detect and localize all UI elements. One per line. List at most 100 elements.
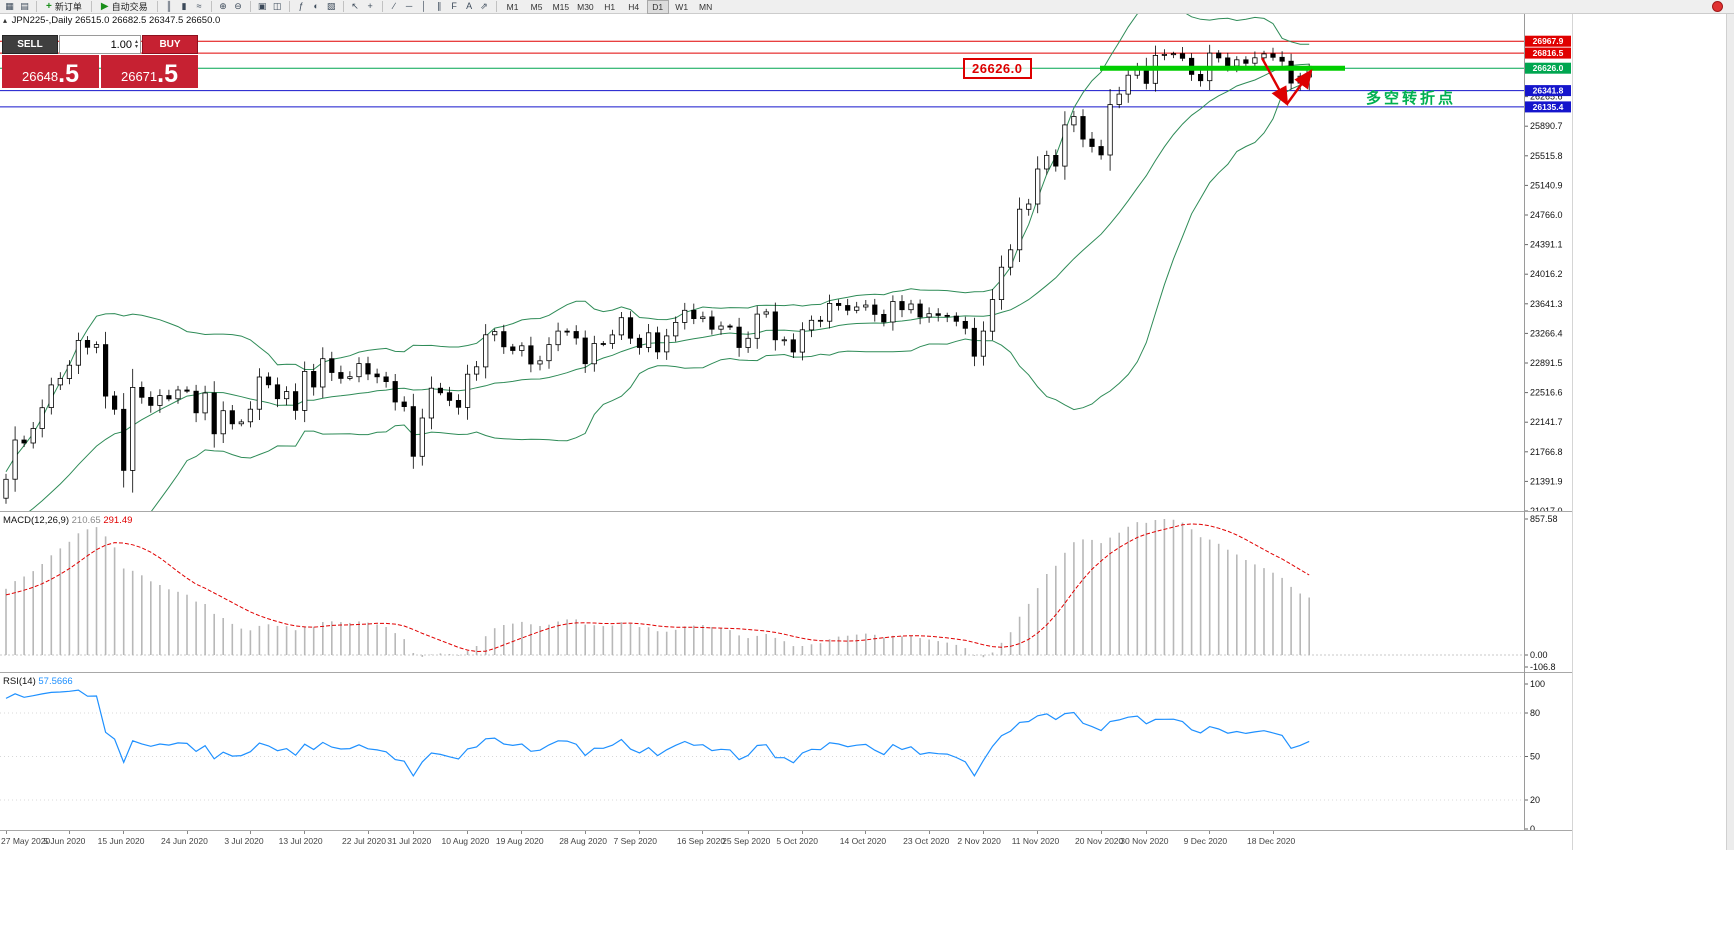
date-tick [1037,831,1039,834]
date-tick [304,831,306,834]
timeframe-M1[interactable]: M1 [506,1,519,12]
toolbar-separator [342,1,344,12]
date-tick [467,831,469,834]
timeframe-M30[interactable]: M30 [577,1,594,12]
toolbar-separator [381,1,383,12]
price-level-badge [1525,62,1571,74]
date-tick [123,831,125,834]
volume-stepper[interactable]: ▴ ▾ [134,38,138,50]
toolbar-separator [36,1,37,12]
pane-separator[interactable] [0,672,1572,673]
new-chart-icon[interactable]: ▦ [5,0,14,11]
trendline-icon[interactable]: ∕ [393,0,395,11]
fibonacci-icon[interactable]: F [451,0,457,11]
date-label: 5 Oct 2020 [776,836,818,846]
trend-arrow[interactable] [1260,57,1289,107]
one-click-toggle-icon[interactable]: ▴ [3,16,8,25]
date-label: 27 May 2020 [1,836,51,846]
toolbar-separator [210,1,212,12]
crosshair-icon[interactable]: + [367,0,373,11]
templates-icon[interactable]: ▧ [326,0,336,11]
price-scale-label: 25140.9 [1530,180,1563,190]
text-icon[interactable]: A [466,0,473,11]
timeframe-M15[interactable]: M15 [552,1,570,12]
date-tick [1145,831,1147,834]
date-label: 2 Nov 2020 [957,836,1001,846]
toolbar-separator [90,1,92,12]
volume-down-icon[interactable]: ▾ [134,43,138,50]
price-callout-box[interactable]: 26626.0 [963,58,1032,79]
new-order-button[interactable]: + 新订单 [46,0,82,12]
zoom-out-icon[interactable]: ⊖ [234,0,242,11]
date-axis[interactable]: 27 May 2020 5 Jun 2020 15 Jun 2020 24 Jun 2… [0,831,1572,850]
volume-field[interactable]: 1.00 ▴ ▾ [59,35,141,54]
date-tick [928,831,930,834]
tile-windows-icon[interactable]: ▣ [257,0,267,11]
equidistant-channel-icon[interactable]: ∥ [436,0,442,11]
periods-icon[interactable]: ◐ [313,0,319,11]
price-scale-label: 21391.9 [1530,476,1563,486]
price-level-badge-label: 26816.5 [1533,48,1564,58]
price-scale-label: 24016.2 [1530,269,1563,279]
price-scale-label: 22141.7 [1530,417,1563,427]
rsi-scale-label: 100 [1530,679,1545,689]
price-level-badge-label: 26341.8 [1533,86,1564,96]
timeframe-H4[interactable]: H4 [628,1,640,12]
timeframe-D1[interactable]: D1 [646,0,669,14]
buy-price-display[interactable]: 26671.5 [101,55,198,88]
rsi-label: RSI(14) [3,676,36,687]
date-tick [702,831,704,834]
timeframe-MN[interactable]: MN [699,1,713,12]
date-tick [801,831,803,834]
scrollbar[interactable] [1726,14,1734,850]
macd-scale-label: 857.58 [1530,514,1558,524]
rsi-pane[interactable]: 100 80 50 20 0 [0,674,1572,830]
date-label: 9 Dec 2020 [1183,836,1228,846]
toolbar-separator [249,1,251,12]
chart-profiles-icon[interactable]: ▤ [20,0,29,11]
date-label: 10 Aug 2020 [441,836,490,846]
date-label: 14 Oct 2020 [839,836,887,846]
timeframe-H1[interactable]: H1 [604,1,616,12]
vertical-line-icon[interactable]: │ [421,0,427,11]
horizontal-line-icon[interactable]: ─ [405,0,413,11]
date-label: 13 Jul 2020 [278,836,323,846]
date-tick [747,831,749,834]
price-axis-line[interactable] [1524,14,1525,830]
rsi-scale-label: 80 [1530,708,1540,718]
pane-separator[interactable] [0,511,1572,512]
buy-button[interactable]: BUY [142,35,198,54]
price-scale-label: 23266.4 [1530,328,1563,338]
candlestick-chart-icon[interactable]: ▮ [181,0,187,11]
date-label: 15 Jun 2020 [97,836,145,846]
date-label: 16 Sep 2020 [676,836,726,846]
timeframe-M5[interactable]: M5 [530,1,543,12]
candles [3,44,1312,504]
macd-pane[interactable]: 857.58 0.00 -106.8 [0,513,1572,672]
axis-separator [0,830,1572,831]
main-price-pane[interactable]: 21017.0 21391.9 21766.8 22141.7 22516.6 22891… [0,14,1572,511]
price-scale-label: 24391.1 [1530,240,1563,250]
cascade-windows-icon[interactable]: ◫ [272,0,282,11]
volume-up-icon[interactable]: ▴ [134,38,138,45]
cursor-icon[interactable]: ↖ [351,0,359,11]
sell-button[interactable]: SELL [2,35,58,54]
arrows-icon[interactable]: ⇗ [480,0,488,11]
volume-value: 1.00 [110,38,132,51]
macd-scale-label: 0.00 [1530,650,1548,660]
line-chart-icon[interactable]: ≈ [196,0,202,11]
bar-chart-icon[interactable]: ║ [165,0,173,11]
sell-price-display[interactable]: 26648.5 [2,55,99,88]
alert-indicator-icon[interactable] [1712,1,1723,12]
timeframe-W1[interactable]: W1 [675,1,689,12]
price-scale-label: 21017.0 [1530,506,1563,511]
price-level-badge [1525,101,1571,113]
indicators-icon[interactable]: ƒ [298,0,304,11]
autotrading-button[interactable]: ▶ 自动交易 [100,0,148,12]
date-label: 31 Jul 2020 [387,836,432,846]
zoom-in-icon[interactable]: ⊕ [219,0,227,11]
trend-arrow[interactable] [1286,69,1313,105]
toolbar: ▦ ▤ + 新订单 ▶ 自动交易 ║ ▮ ≈ ⊕ ⊖ ▣ ◫ ƒ ◐ ▧ ↖ + ∕ ─ │ ∥ F A ⇗ M1 M5 M15 M30… [0,0,1734,14]
toolbar-separator [288,1,290,12]
turning-point-note[interactable]: 多空转折点 [1366,90,1457,107]
